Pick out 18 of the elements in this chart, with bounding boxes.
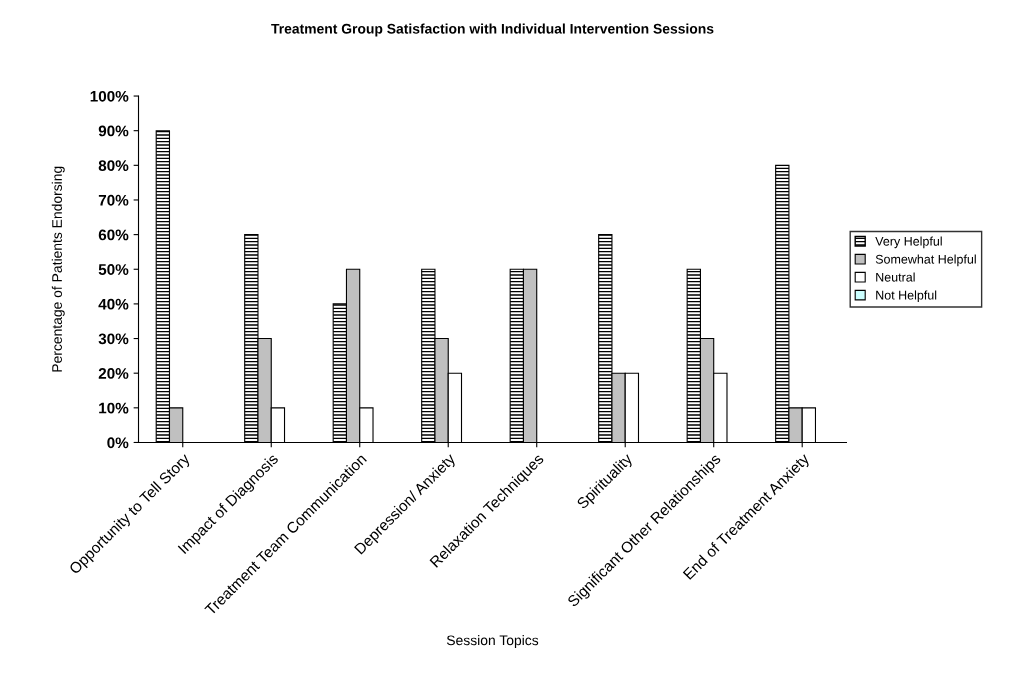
- y-tick-label: 0%: [107, 437, 129, 449]
- y-tick-label: 50%: [98, 264, 129, 275]
- y-tick-label: 10%: [99, 402, 129, 414]
- y-tick-label: 40%: [98, 298, 129, 310]
- y-tick-label: 80%: [98, 160, 129, 172]
- legend-label: Somewhat Helpful: [875, 254, 976, 267]
- legend-label: Not Helpful: [876, 290, 937, 303]
- legend-label: Very Helpful: [875, 236, 942, 249]
- x-axis-title: Session Topics: [446, 635, 539, 648]
- y-tick-label: 20%: [98, 368, 129, 379]
- y-tick-label: 90%: [98, 125, 129, 137]
- y-tick-label: 60%: [98, 229, 129, 241]
- y-tick-label: 70%: [98, 194, 129, 206]
- y-tick-label: 100%: [90, 90, 129, 102]
- chart-title: Treatment Group Satisfaction with Individual Intervention Sessions: [271, 23, 714, 37]
- y-axis-title: Percentage of Patients Endorsing: [51, 166, 65, 372]
- legend-label: Neutral: [876, 272, 915, 282]
- y-tick-label: 30%: [98, 333, 129, 345]
